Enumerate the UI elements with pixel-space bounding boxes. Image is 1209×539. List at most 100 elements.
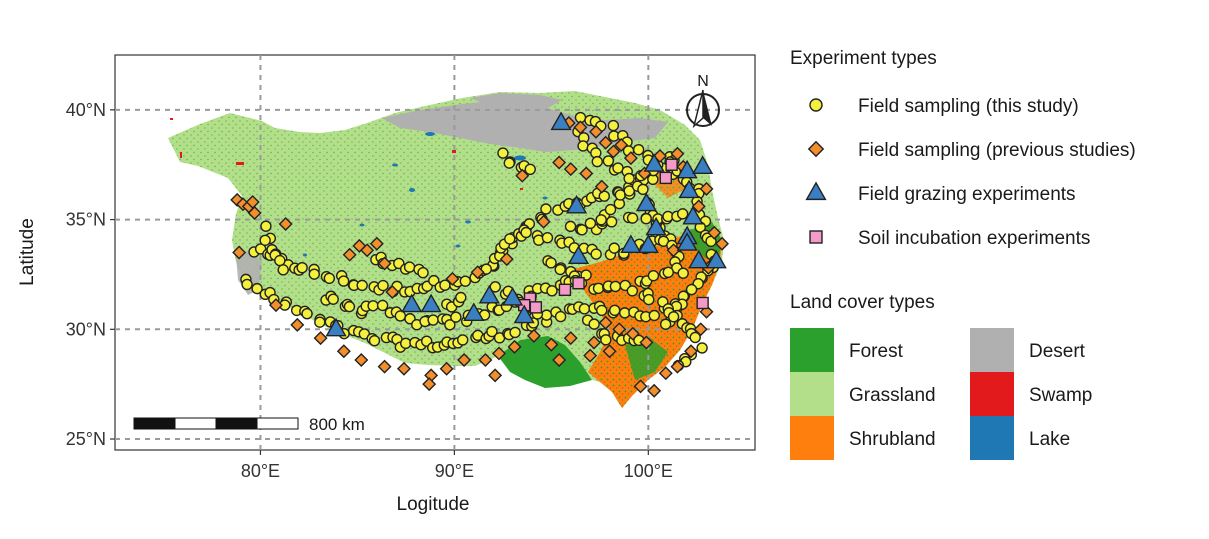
field-sampling-this-study-point bbox=[545, 257, 557, 269]
field-sampling-this-study-point bbox=[564, 220, 577, 233]
field-sampling-previous-point bbox=[614, 137, 629, 152]
field-sampling-previous-point bbox=[385, 285, 400, 299]
landcover-swatch-0 bbox=[790, 328, 834, 372]
field-sampling-previous-point bbox=[492, 346, 506, 361]
field-sampling-this-study-point bbox=[541, 231, 554, 244]
field-grazing-point bbox=[325, 317, 347, 337]
field-sampling-previous-point bbox=[625, 326, 640, 341]
legend-key-triangle bbox=[805, 181, 827, 201]
field-sampling-this-study-point bbox=[444, 319, 456, 331]
field-sampling-this-study-point bbox=[643, 293, 655, 306]
soil-incubation-point bbox=[529, 301, 543, 314]
field-sampling-previous-point bbox=[278, 216, 293, 231]
legend-label-landcover-2: Shrubland bbox=[849, 429, 936, 450]
field-sampling-this-study-point bbox=[689, 331, 701, 344]
field-sampling-this-study-point bbox=[509, 326, 521, 339]
field-sampling-this-study-point bbox=[251, 282, 263, 295]
field-sampling-this-study-point bbox=[367, 300, 379, 312]
field-sampling-previous-point bbox=[588, 124, 603, 139]
field-grazing-point bbox=[645, 216, 667, 236]
field-sampling-this-study-point bbox=[623, 185, 635, 197]
field-grazing-point bbox=[643, 153, 665, 172]
field-sampling-this-study-point bbox=[591, 155, 603, 168]
field-sampling-this-study-point bbox=[590, 248, 602, 260]
field-sampling-this-study-point bbox=[241, 278, 253, 291]
field-grazing-point bbox=[676, 232, 698, 251]
legend-label-experiment-2: Field grazing experiments bbox=[858, 184, 1076, 205]
field-sampling-previous-point bbox=[526, 328, 541, 343]
field-sampling-previous-point bbox=[579, 166, 594, 181]
field-sampling-previous-point bbox=[552, 155, 567, 170]
scale-bar-label: 800 km bbox=[309, 415, 365, 434]
field-sampling-this-study-point bbox=[595, 214, 607, 226]
x-tick-label-2: 100°E bbox=[624, 461, 673, 481]
field-sampling-previous-point bbox=[606, 144, 621, 159]
field-grazing-point bbox=[501, 287, 524, 306]
field-sampling-this-study-point bbox=[308, 268, 320, 280]
field-sampling-previous-point bbox=[507, 339, 522, 354]
field-sampling-this-study-point bbox=[637, 183, 649, 196]
field-grazing-point bbox=[637, 234, 659, 253]
field-sampling-previous-point bbox=[515, 168, 530, 183]
field-sampling-this-study-point bbox=[609, 304, 621, 317]
field-sampling-this-study-point bbox=[323, 272, 336, 284]
field-sampling-this-study-point bbox=[540, 309, 553, 321]
field-sampling-this-study-point bbox=[327, 293, 339, 305]
field-sampling-this-study-point bbox=[584, 217, 597, 230]
x-tick-label-1: 90°E bbox=[435, 461, 474, 481]
field-sampling-previous-point bbox=[563, 162, 578, 177]
field-sampling-previous-point bbox=[439, 361, 454, 376]
field-grazing-point bbox=[565, 194, 588, 214]
legend-label-landcover-4: Swamp bbox=[1029, 385, 1092, 406]
field-sampling-this-study-point bbox=[450, 311, 462, 323]
field-sampling-this-study-point bbox=[632, 143, 645, 156]
field-sampling-previous-point bbox=[342, 247, 357, 262]
field-sampling-this-study-point bbox=[677, 267, 689, 279]
field-sampling-this-study-point bbox=[417, 266, 429, 279]
field-sampling-previous-point bbox=[422, 377, 437, 392]
field-sampling-this-study-point bbox=[486, 325, 498, 338]
y-tick-label-0: 25°N bbox=[66, 429, 106, 449]
legend-label-experiment-1: Field sampling (previous studies) bbox=[858, 140, 1136, 161]
field-sampling-previous-point bbox=[488, 368, 503, 383]
field-sampling-this-study-point bbox=[377, 279, 389, 292]
field-sampling-previous-point bbox=[563, 331, 578, 346]
field-sampling-previous-point bbox=[470, 265, 485, 280]
field-sampling-previous-point bbox=[693, 322, 708, 337]
legend-label-experiment-3: Soil incubation experiments bbox=[858, 228, 1090, 249]
soil-incubation-point bbox=[572, 277, 585, 290]
field-grazing-point bbox=[682, 205, 704, 225]
field-sampling-this-study-point bbox=[260, 220, 272, 232]
experiment-sites bbox=[230, 111, 730, 398]
legend-key-circle bbox=[809, 98, 823, 112]
field-sampling-this-study-point bbox=[504, 233, 516, 245]
field-sampling-previous-point bbox=[583, 348, 598, 363]
field-sampling-this-study-point bbox=[546, 285, 558, 297]
field-grazing-point bbox=[635, 192, 657, 212]
field-sampling-previous-point bbox=[573, 120, 588, 135]
legend-key-square bbox=[809, 230, 823, 244]
soil-incubation-point bbox=[696, 296, 709, 310]
legend-key-diamond bbox=[807, 140, 825, 158]
field-sampling-this-study-point bbox=[676, 208, 689, 220]
field-sampling-previous-point bbox=[478, 353, 493, 368]
y-tick-label-2: 35°N bbox=[66, 210, 106, 230]
field-sampling-previous-point bbox=[666, 243, 681, 258]
field-grazing-point bbox=[676, 159, 698, 179]
field-sampling-this-study-point bbox=[608, 242, 620, 254]
north-arrow-label: N bbox=[697, 73, 709, 90]
field-grazing-point bbox=[420, 293, 442, 313]
soil-incubation-point bbox=[659, 171, 672, 185]
landcover-legend: Land cover types Forest Grassland Shrublan… bbox=[790, 292, 1092, 460]
field-sampling-this-study-point bbox=[685, 283, 698, 296]
legend-label-experiment-0: Field sampling (this study) bbox=[858, 96, 1079, 117]
field-sampling-previous-point bbox=[232, 245, 247, 260]
field-grazing-point bbox=[678, 179, 700, 199]
field-grazing-point bbox=[705, 249, 727, 269]
field-sampling-this-study-point bbox=[497, 147, 509, 159]
southern-forest bbox=[498, 336, 592, 388]
field-grazing-point bbox=[478, 284, 500, 304]
field-sampling-this-study-point bbox=[259, 234, 271, 246]
field-sampling-this-study-point bbox=[696, 342, 708, 354]
